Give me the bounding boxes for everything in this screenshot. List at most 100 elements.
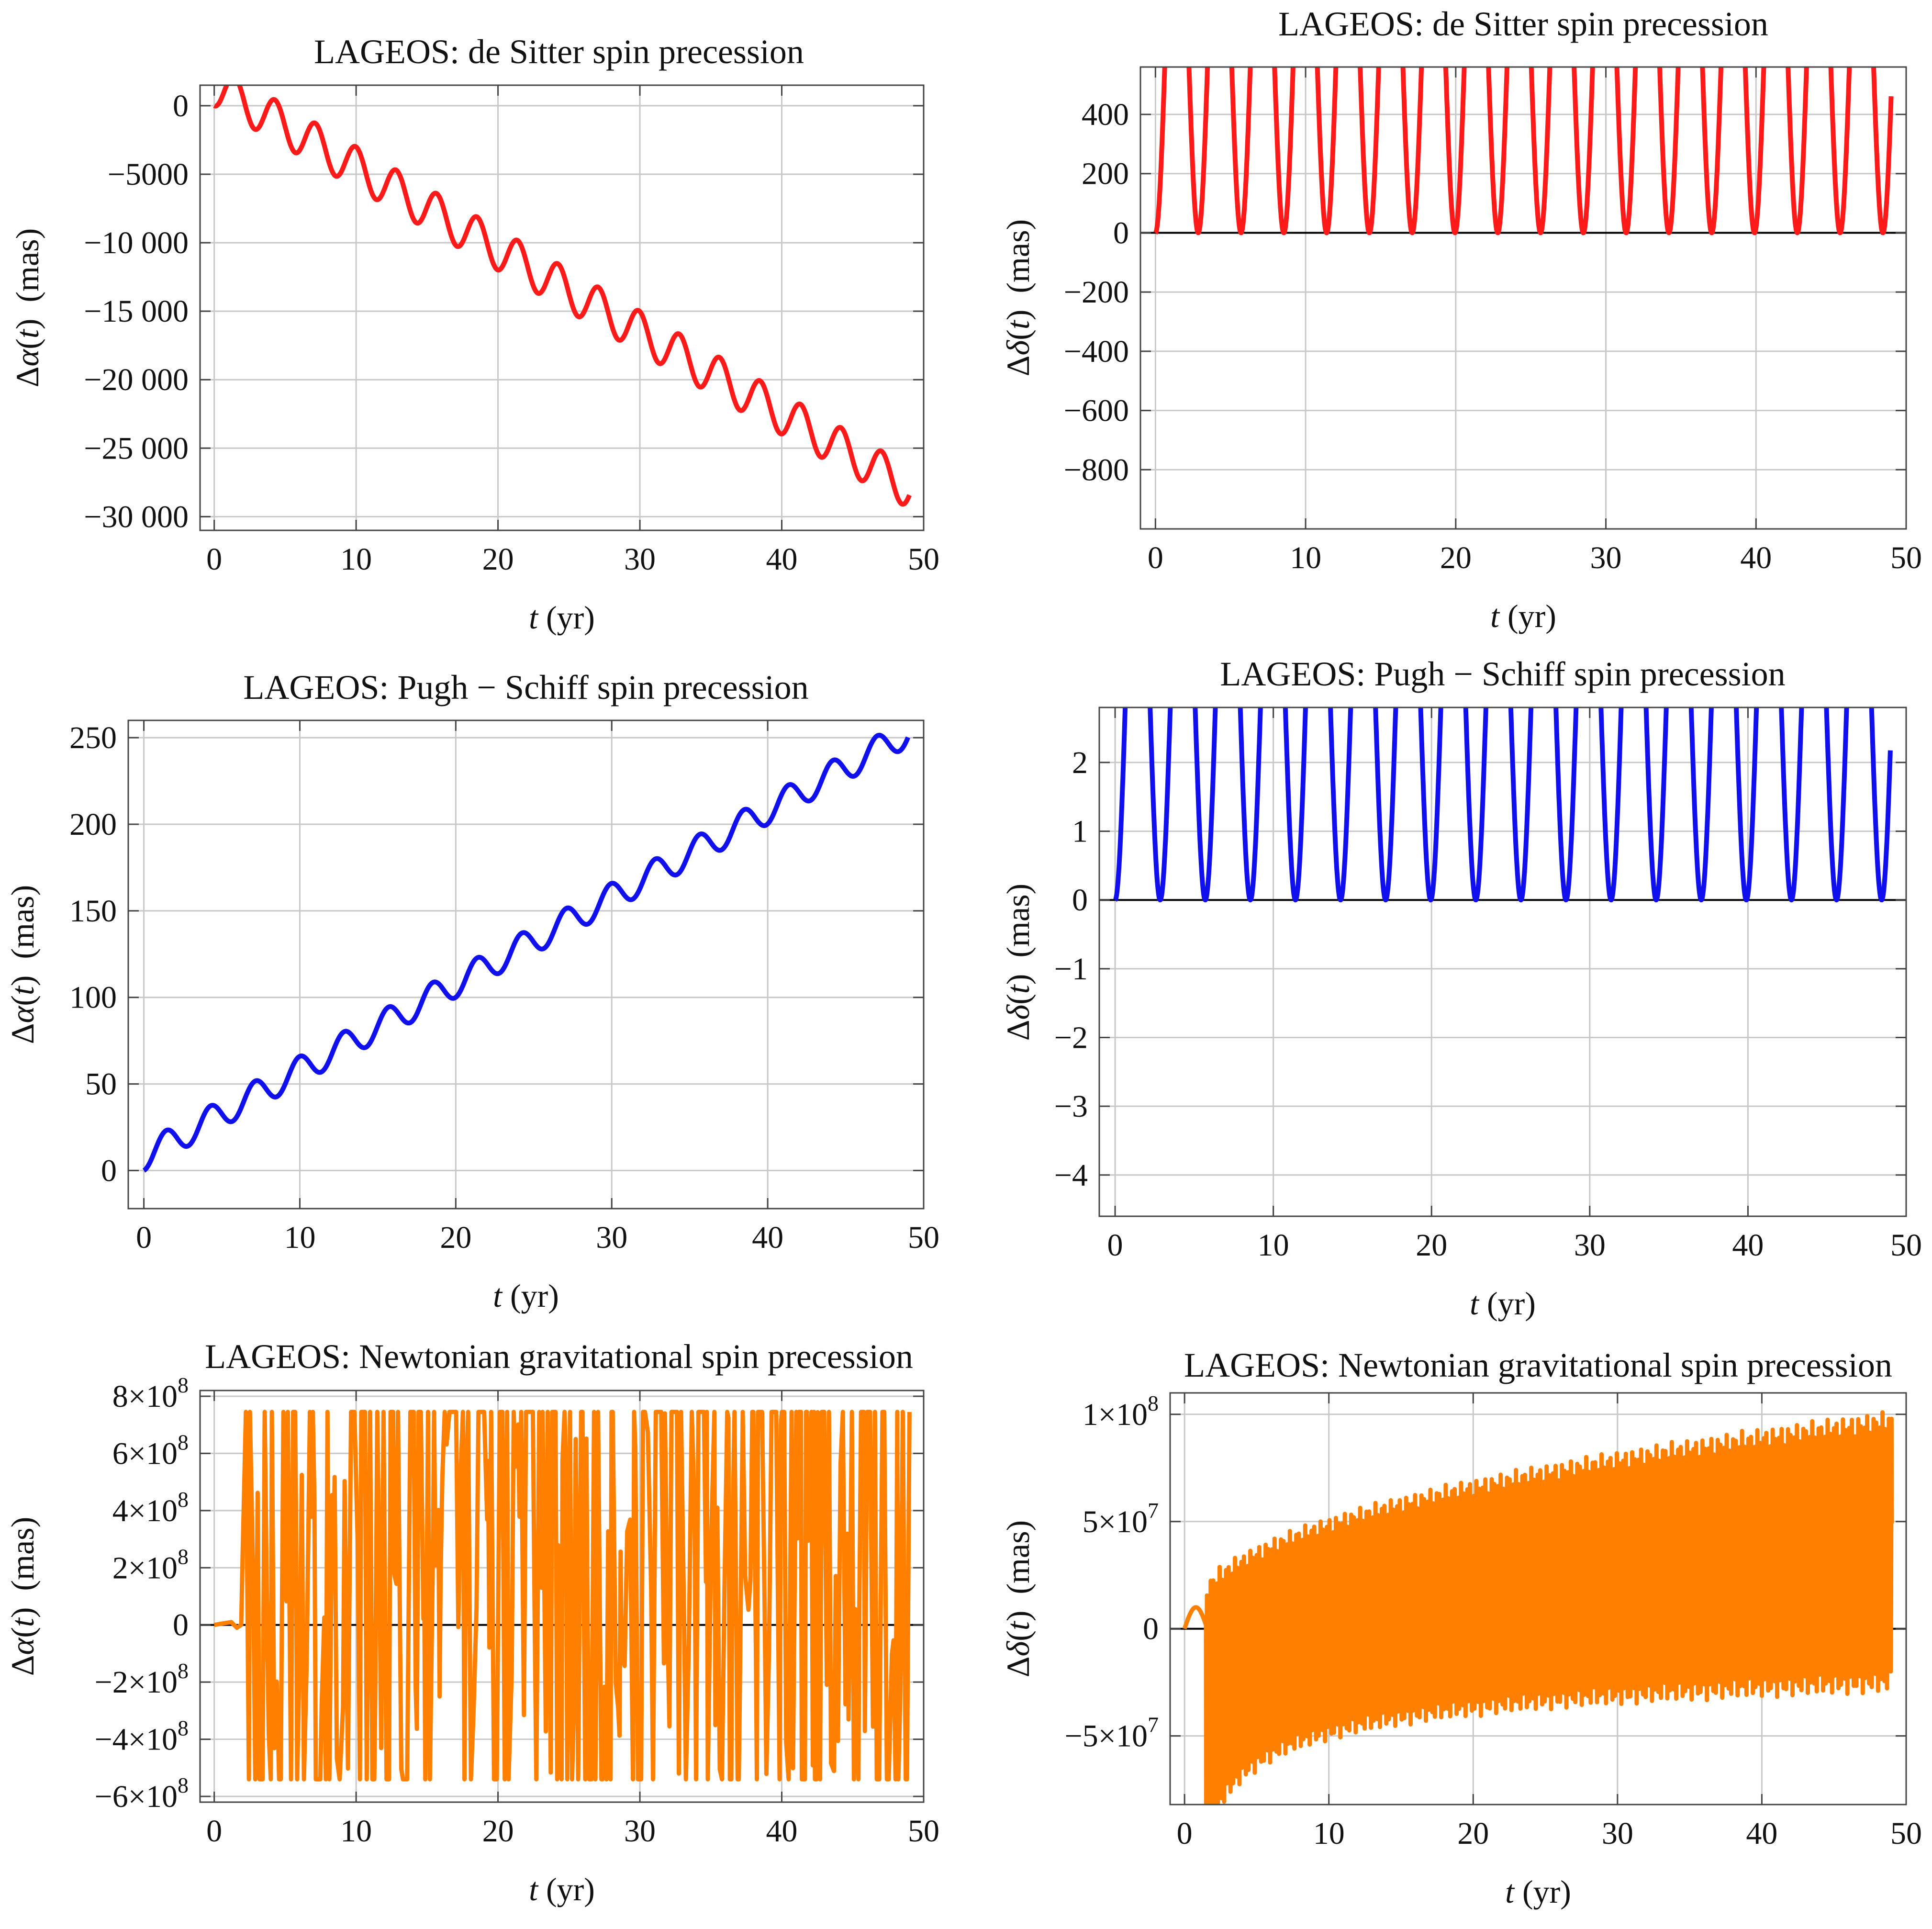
y-tick-label: 200 bbox=[1082, 157, 1129, 191]
plot-frame bbox=[199, 84, 925, 531]
y-tick-label: −4 bbox=[1054, 1158, 1088, 1193]
x-tick-label: 50 bbox=[1890, 1228, 1922, 1263]
y-tick-label: −20 000 bbox=[84, 362, 189, 397]
y-tick-label: 0 bbox=[1113, 215, 1129, 250]
y-tick-label: 0 bbox=[101, 1153, 117, 1188]
x-tick-label: 50 bbox=[1890, 540, 1922, 575]
y-axis-label: Δα(t) (mas) bbox=[9, 228, 45, 387]
series-line-1 bbox=[1182, 1410, 1894, 1805]
series-line-1 bbox=[213, 1410, 912, 1782]
y-tick-label: 5×107 bbox=[1083, 1498, 1159, 1539]
y-tick-label: 2×108 bbox=[112, 1544, 189, 1585]
x-tick-label: 10 bbox=[284, 1220, 315, 1255]
y-tick-label: −2 bbox=[1054, 1021, 1088, 1055]
x-axis-label: t (yr) bbox=[529, 1871, 595, 1907]
x-tick-label: 40 bbox=[766, 1814, 798, 1849]
chart-title: LAGEOS: Newtonian gravitational spin pre… bbox=[1184, 1346, 1892, 1384]
chart-panel-newtonian-alpha: 0 10 20 30 40 50 8×108 6×108 4×108 2×108 0 −2×108 −4… bbox=[4, 1337, 939, 1907]
x-tick-label: 20 bbox=[1457, 1816, 1489, 1851]
y-axis-label: Δα(t) (mas) bbox=[4, 1517, 41, 1676]
y-tick-label: 150 bbox=[69, 894, 117, 929]
y-tick-label: 0 bbox=[1143, 1612, 1159, 1647]
y-tick-label: 4×108 bbox=[112, 1487, 189, 1528]
x-tick-label: 0 bbox=[1148, 540, 1163, 575]
y-tick-label: −5×107 bbox=[1065, 1713, 1159, 1754]
x-tick-label: 0 bbox=[206, 1814, 222, 1849]
x-tick-label: 20 bbox=[482, 542, 514, 577]
y-tick-label: 6×108 bbox=[112, 1430, 189, 1471]
y-tick-label: −30 000 bbox=[84, 499, 189, 534]
y-tick-label: 50 bbox=[85, 1067, 117, 1102]
plot-frame bbox=[1139, 66, 1907, 530]
chart-panel-pugh-schiff-alpha: 0 10 20 30 40 50 250 200 150 100 50 0 LAGEOS: Pugh −… bbox=[4, 668, 939, 1314]
y-tick-label: 0 bbox=[1072, 883, 1088, 918]
x-tick-label: 0 bbox=[1177, 1816, 1193, 1851]
y-tick-label: −200 bbox=[1064, 275, 1129, 310]
x-tick-label: 0 bbox=[206, 542, 222, 577]
y-tick-label: −600 bbox=[1064, 393, 1129, 428]
y-tick-label: 200 bbox=[69, 807, 117, 842]
y-tick-label: 8×108 bbox=[112, 1373, 189, 1414]
y-axis-label: Δδ(t) (mas) bbox=[1000, 219, 1036, 376]
chart-panel-newtonian-delta: 0 10 20 30 40 50 1×108 5×107 0 −5×107 LAGEOS: Newt… bbox=[1000, 1346, 1922, 1910]
chart-title: LAGEOS: Pugh − Schiff spin precession bbox=[1220, 655, 1785, 693]
plot-frame bbox=[127, 719, 925, 1210]
y-tick-label: 400 bbox=[1082, 97, 1129, 132]
y-tick-label: −1 bbox=[1054, 952, 1088, 987]
x-tick-label: 30 bbox=[1590, 540, 1622, 575]
x-tick-label: 20 bbox=[1440, 540, 1472, 575]
y-axis-label: Δα(t) (mas) bbox=[4, 885, 41, 1044]
y-axis-label: Δδ(t) (mas) bbox=[1000, 1520, 1036, 1677]
x-axis-label: t (yr) bbox=[493, 1278, 559, 1314]
x-tick-label: 50 bbox=[1890, 1816, 1922, 1851]
y-tick-label: 0 bbox=[173, 1608, 189, 1643]
x-tick-label: 0 bbox=[1107, 1228, 1123, 1263]
series-line-1 bbox=[1113, 707, 1893, 903]
x-tick-label: 40 bbox=[1732, 1228, 1764, 1263]
chart-title: LAGEOS: Newtonian gravitational spin pre… bbox=[205, 1337, 913, 1376]
y-tick-label: 1×108 bbox=[1083, 1391, 1159, 1432]
chart-panel-de-sitter-alpha: 0 10 20 30 40 50 0 −5000 −10 000 −15 000 −20 000 −2… bbox=[9, 33, 939, 636]
y-tick-label: 1 bbox=[1072, 814, 1088, 849]
chart-panel-de-sitter-delta: 0 10 20 30 40 50 400 200 0 −200 −400 −600 −800 LAGEOS… bbox=[1000, 5, 1922, 634]
x-axis-label: t (yr) bbox=[1490, 598, 1556, 634]
y-tick-label: −400 bbox=[1064, 334, 1129, 369]
x-tick-label: 30 bbox=[624, 542, 656, 577]
x-tick-label: 10 bbox=[340, 542, 372, 577]
x-tick-label: 10 bbox=[1258, 1228, 1289, 1263]
y-tick-label: −2×108 bbox=[95, 1659, 189, 1700]
plot-frame bbox=[199, 1390, 925, 1803]
x-tick-label: 30 bbox=[624, 1814, 656, 1849]
y-axis-label: Δδ(t) (mas) bbox=[1000, 884, 1036, 1041]
y-tick-label: −25 000 bbox=[84, 431, 189, 466]
x-tick-label: 40 bbox=[1746, 1816, 1777, 1851]
x-axis-label: t (yr) bbox=[529, 599, 595, 636]
plot-frame bbox=[1169, 1392, 1907, 1806]
series-line-1 bbox=[1153, 67, 1894, 236]
y-tick-label: −800 bbox=[1064, 452, 1129, 487]
x-tick-label: 40 bbox=[1740, 540, 1772, 575]
y-tick-label: −6×108 bbox=[95, 1773, 189, 1814]
x-tick-label: 20 bbox=[1416, 1228, 1447, 1263]
y-tick-label: 2 bbox=[1072, 745, 1088, 780]
y-tick-label: 0 bbox=[173, 89, 189, 123]
y-tick-label: −5000 bbox=[108, 157, 189, 192]
x-tick-label: 20 bbox=[440, 1220, 471, 1255]
x-tick-label: 30 bbox=[1602, 1816, 1633, 1851]
chart-title: LAGEOS: Pugh − Schiff spin precession bbox=[243, 668, 808, 707]
y-tick-label: 100 bbox=[69, 980, 117, 1015]
y-tick-label: −15 000 bbox=[84, 294, 189, 329]
x-axis-label: t (yr) bbox=[1470, 1285, 1536, 1322]
x-tick-label: 40 bbox=[766, 542, 798, 577]
y-tick-label: −10 000 bbox=[84, 225, 189, 260]
x-tick-label: 0 bbox=[136, 1220, 152, 1255]
x-tick-label: 10 bbox=[1313, 1816, 1345, 1851]
x-tick-label: 20 bbox=[482, 1814, 514, 1849]
x-tick-label: 30 bbox=[1574, 1228, 1606, 1263]
y-tick-label: −4×108 bbox=[95, 1716, 189, 1757]
x-tick-label: 10 bbox=[340, 1814, 372, 1849]
x-tick-label: 10 bbox=[1290, 540, 1321, 575]
y-tick-label: 250 bbox=[69, 720, 117, 755]
